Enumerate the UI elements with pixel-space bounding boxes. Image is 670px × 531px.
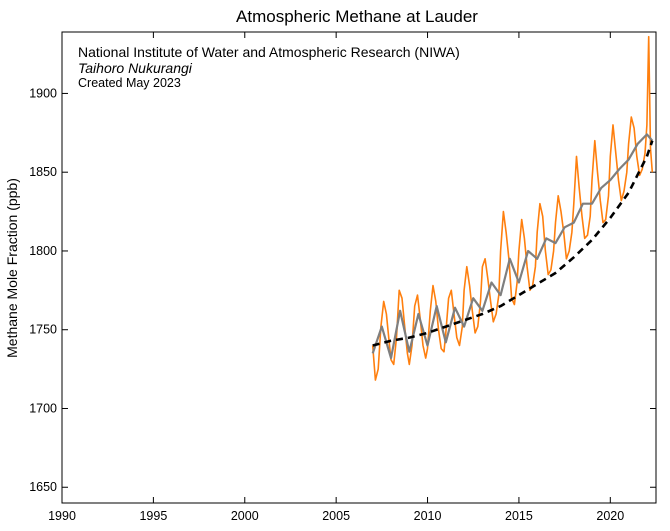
axis-ticks: 1990 1995 2000 2005 2010 2015 2020 1650 1700 1750…: [29, 32, 656, 523]
plot-frame: [61, 31, 657, 504]
x-tick-label: 2015: [505, 509, 533, 523]
y-tick-label: 1850: [29, 165, 57, 179]
chart-title: Atmospheric Methane at Lauder: [236, 7, 478, 26]
x-tick-label: 2005: [322, 509, 350, 523]
x-tick-label: 1995: [139, 509, 167, 523]
data-series: [371, 35, 654, 381]
annotation-created-date: Created May 2023: [78, 76, 181, 90]
x-tick-label: 2000: [231, 509, 259, 523]
y-tick-label: 1700: [29, 401, 57, 415]
smoothed-line: [371, 133, 654, 360]
y-tick-label: 1750: [29, 323, 57, 337]
x-tick-label: 2010: [414, 509, 442, 523]
y-tick-label: 1650: [29, 480, 57, 494]
trend-line: [372, 140, 654, 347]
x-tick-label: 1990: [48, 509, 76, 523]
y-tick-label: 1900: [29, 86, 57, 100]
y-axis-label: Methane Mole Fraction (ppb): [4, 178, 20, 358]
y-tick-label: 1800: [29, 244, 57, 258]
x-tick-label: 2020: [596, 509, 624, 523]
annotation-maori-name: Taihoro Nukurangi: [78, 60, 193, 76]
annotation-institute: National Institute of Water and Atmosphe…: [78, 44, 460, 60]
